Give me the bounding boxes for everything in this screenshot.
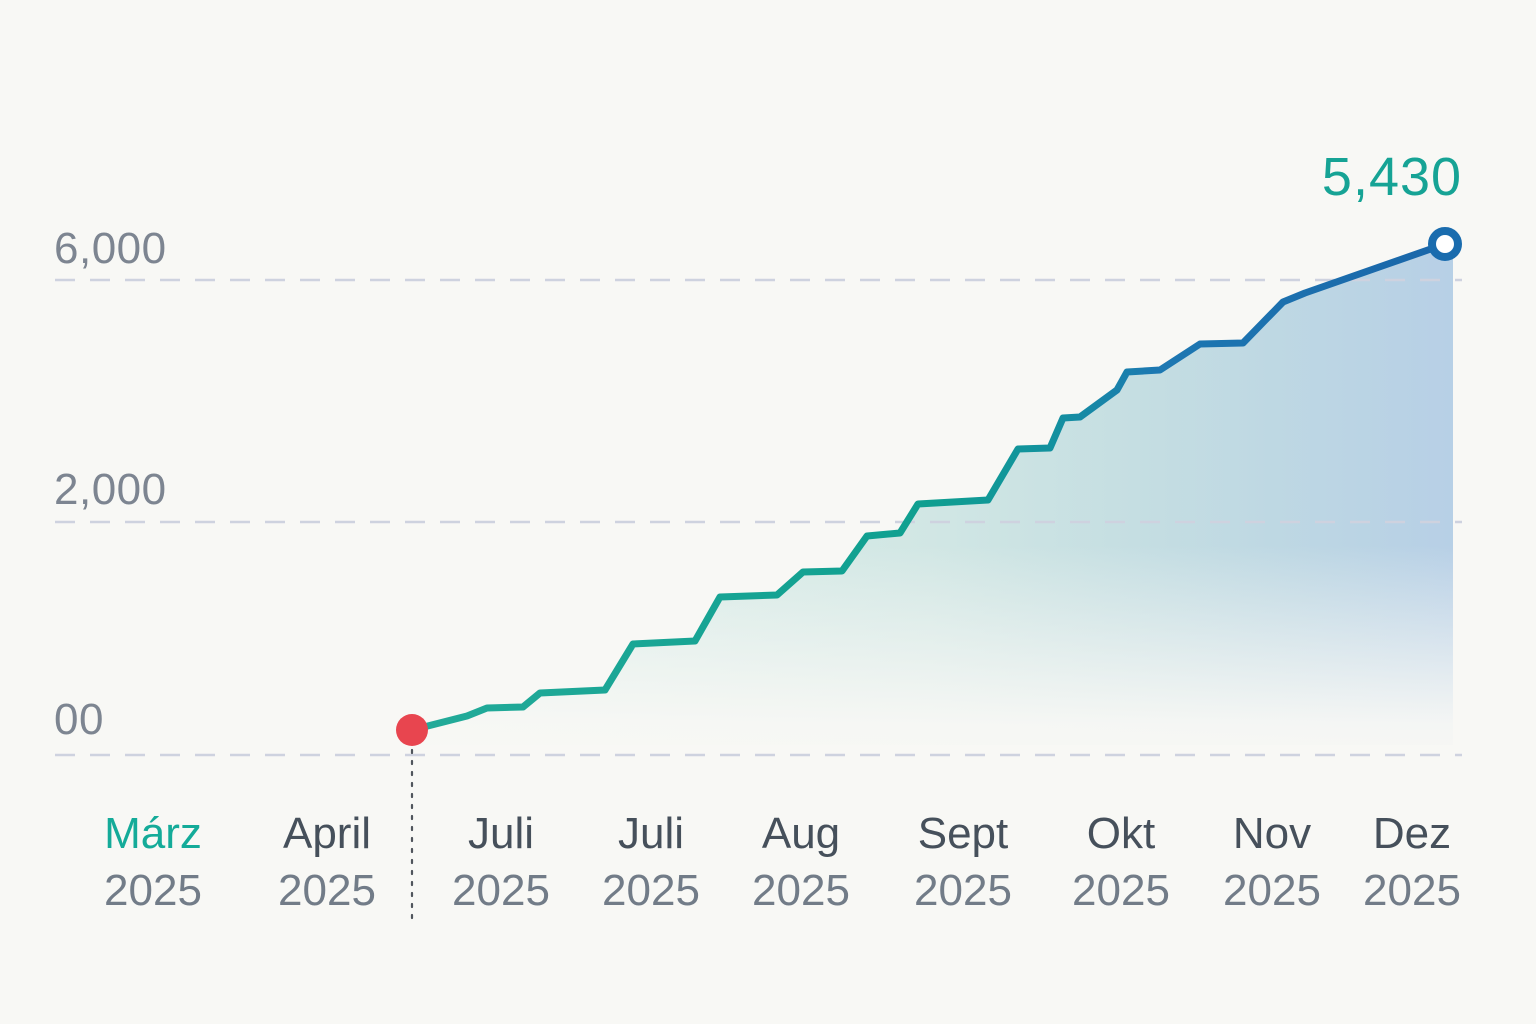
end-marker-ring: [1428, 227, 1462, 261]
area-fade-overlay: [398, 545, 1470, 775]
start-marker-dot: [396, 714, 428, 746]
growth-line: [408, 240, 1449, 734]
